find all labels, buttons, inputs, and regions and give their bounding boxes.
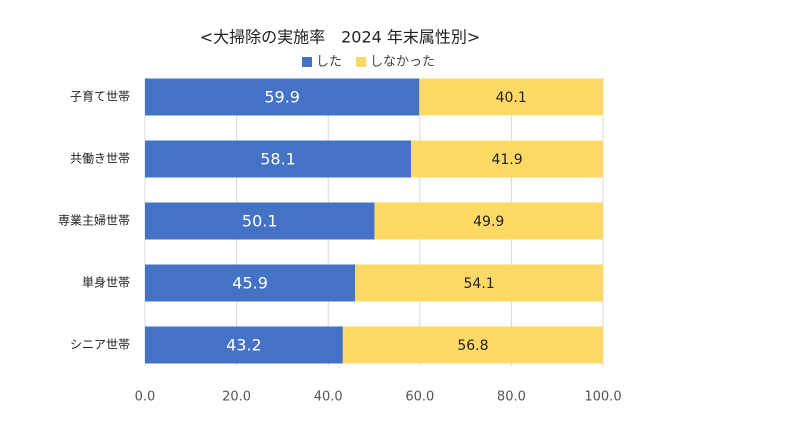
y-tick-label: シニア世帯 bbox=[70, 338, 130, 352]
legend-label: しなかった bbox=[370, 55, 435, 70]
data-label: 56.8 bbox=[457, 338, 488, 354]
data-label: 58.1 bbox=[260, 150, 296, 169]
legend-swatch bbox=[356, 57, 367, 67]
x-tick-label: 40.0 bbox=[314, 390, 343, 405]
bars bbox=[145, 78, 603, 364]
data-label: 41.9 bbox=[491, 152, 522, 168]
data-label: 49.9 bbox=[473, 214, 504, 230]
bar-segment bbox=[145, 140, 412, 178]
bar-segment bbox=[419, 78, 603, 116]
y-tick-label: 共働き世帯 bbox=[70, 152, 130, 166]
bar-segment bbox=[145, 326, 343, 364]
y-tick-label: 子育て世帯 bbox=[70, 89, 130, 104]
data-label: 43.2 bbox=[226, 336, 262, 355]
bar-segment bbox=[342, 326, 603, 364]
y-tick-label: 専業主婦世帯 bbox=[58, 213, 130, 228]
bar-segment bbox=[145, 202, 375, 240]
data-label: 40.1 bbox=[496, 90, 527, 106]
legend-swatch bbox=[302, 57, 312, 67]
labels: 0.0 20.0 40.0 60.0 80.0 100.0 子育て世帯 59.9 40.1 共働き… bbox=[58, 55, 622, 405]
x-tick-label: 60.0 bbox=[405, 390, 434, 405]
data-label: 54.1 bbox=[464, 276, 495, 292]
x-tick-label: 80.0 bbox=[497, 390, 526, 405]
y-tick-label: 単身世帯 bbox=[82, 275, 130, 290]
x-tick-label: 100.0 bbox=[584, 390, 621, 405]
bar-segment bbox=[145, 78, 420, 116]
bar-segment bbox=[374, 202, 603, 240]
data-label: 59.9 bbox=[264, 88, 300, 107]
bar-segment bbox=[411, 140, 603, 178]
data-label: 45.9 bbox=[232, 274, 268, 293]
bar-segment bbox=[145, 264, 356, 302]
bar-segment bbox=[355, 264, 603, 302]
x-tick-label: 20.0 bbox=[222, 390, 251, 405]
x-tick-label: 0.0 bbox=[135, 390, 156, 405]
data-label: 50.1 bbox=[242, 212, 278, 231]
chart-title: <大掃除の実施率 2024 年末属性別> bbox=[200, 28, 481, 47]
legend-label: した bbox=[316, 55, 342, 70]
